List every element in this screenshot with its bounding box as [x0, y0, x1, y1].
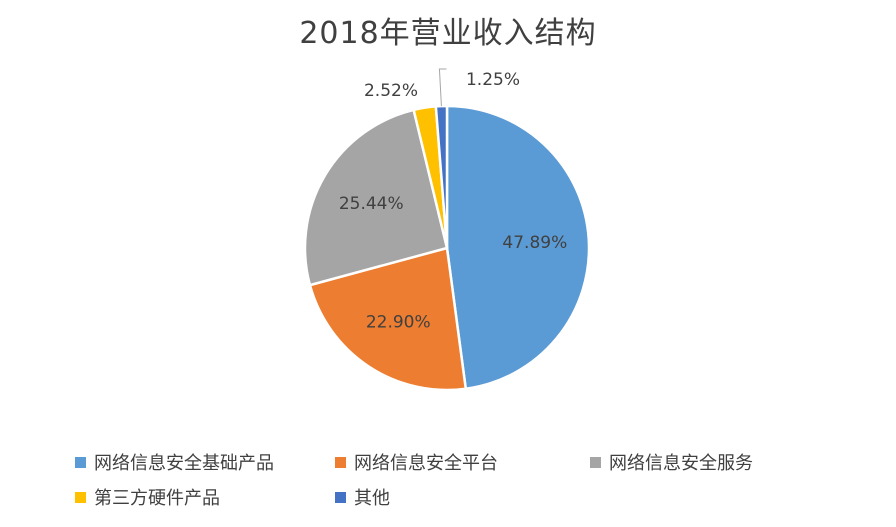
- legend-item: 网络信息安全平台: [335, 449, 498, 475]
- legend-swatch: [335, 456, 346, 468]
- legend-item: 网络信息安全基础产品: [75, 449, 274, 475]
- legend-label: 其他: [354, 488, 390, 509]
- legend-item: 其他: [335, 484, 390, 510]
- pie-slice: [303, 108, 449, 287]
- pie-slice: [445, 104, 591, 391]
- legend-item: 网络信息安全服务: [590, 449, 753, 475]
- legend-swatch: [75, 456, 86, 468]
- pie-chart: 47.89% 22.90% 25.44% 2.52% 1.25%: [303, 68, 591, 392]
- slice-data-label: 2.52%: [364, 81, 418, 101]
- chart-title: 2018年营业收入结构: [299, 16, 597, 51]
- slice-data-label: 25.44%: [339, 194, 404, 214]
- legend-label: 网络信息安全平台: [354, 453, 498, 474]
- legend-label: 网络信息安全基础产品: [94, 453, 274, 474]
- slice-data-label: 47.89%: [502, 233, 567, 253]
- leader-line: [438, 68, 447, 107]
- slice-data-label: 1.25%: [466, 70, 520, 90]
- pie-slice: [434, 104, 449, 249]
- legend-label: 网络信息安全服务: [609, 453, 753, 474]
- legend-item: 第三方硬件产品: [75, 484, 220, 510]
- slice-data-label: 22.90%: [366, 312, 431, 332]
- pie-slice: [308, 246, 468, 392]
- legend-swatch: [590, 456, 601, 468]
- legend-label: 第三方硬件产品: [94, 488, 220, 509]
- legend-swatch: [75, 491, 86, 503]
- legend-swatch: [335, 491, 346, 503]
